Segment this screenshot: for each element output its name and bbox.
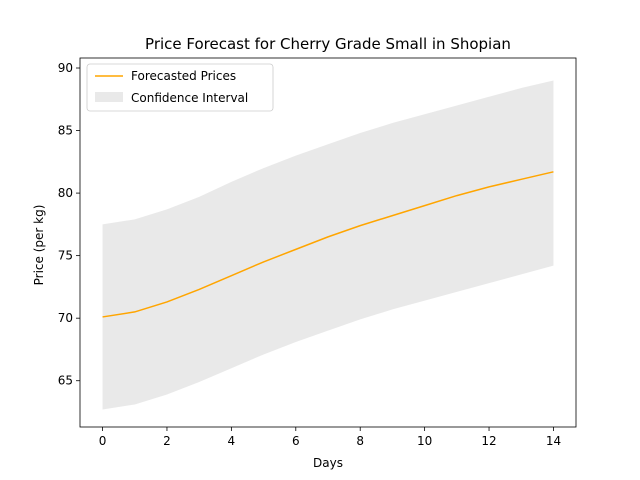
y-tick-label: 90	[58, 61, 73, 75]
legend-label-confidence: Confidence Interval	[131, 91, 248, 105]
legend-label-forecast: Forecasted Prices	[131, 69, 236, 83]
x-tick-label: 10	[417, 434, 432, 448]
y-tick-label: 80	[58, 186, 73, 200]
y-tick-label: 85	[58, 124, 73, 138]
legend: Forecasted Prices Confidence Interval	[86, 63, 274, 112]
forecasted-prices-line	[102, 171, 554, 318]
y-tick-label: 65	[58, 374, 73, 388]
x-tick-label: 4	[228, 434, 236, 448]
y-tick-label: 70	[58, 311, 73, 325]
x-tick-label: 6	[292, 434, 300, 448]
x-tick-label: 2	[163, 434, 171, 448]
y-axis-label: Price (per kg)	[32, 205, 46, 286]
x-tick-label: 14	[546, 434, 561, 448]
x-tick-label: 8	[356, 434, 364, 448]
axes: 0 2 4 6 8 10 12 14 65 70 75 80 85 90	[58, 57, 577, 448]
x-tick-label: 12	[481, 434, 496, 448]
y-tick-label: 75	[58, 249, 73, 263]
legend-swatch-confidence	[95, 92, 123, 102]
x-axis-label: Days	[313, 456, 343, 470]
axes-frame	[79, 57, 577, 428]
x-tick-label: 0	[99, 434, 107, 448]
plot-area	[102, 80, 554, 410]
confidence-interval-band	[102, 80, 554, 410]
chart-title: Price Forecast for Cherry Grade Small in…	[145, 35, 511, 53]
legend-box	[86, 63, 274, 112]
